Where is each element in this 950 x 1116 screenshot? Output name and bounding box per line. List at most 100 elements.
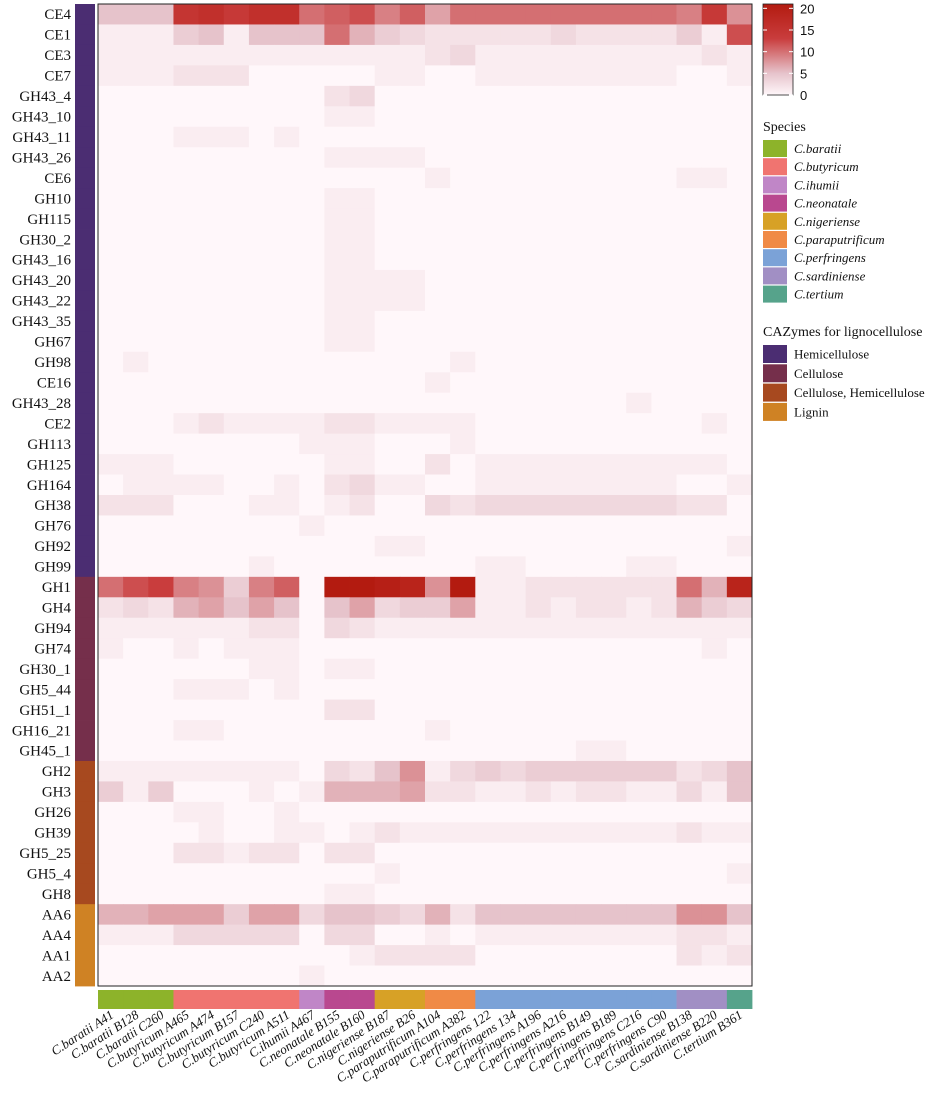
heatmap-cell	[575, 433, 602, 455]
heatmap-cell	[349, 842, 376, 864]
row-label: GH45_1	[19, 744, 71, 760]
heatmap-cell	[676, 720, 703, 741]
heatmap-cell	[198, 822, 225, 844]
heatmap-cell	[701, 556, 728, 578]
heatmap-cell	[550, 65, 577, 87]
heatmap-cell	[299, 720, 325, 741]
heatmap-cell	[299, 597, 325, 619]
row-label: CE7	[44, 69, 71, 85]
heatmap-cell	[475, 842, 501, 864]
row-group-segment	[75, 801, 95, 823]
heatmap-cell	[450, 65, 476, 87]
heatmap-cell	[98, 44, 124, 66]
heatmap-cell	[173, 781, 200, 803]
heatmap-cell	[425, 556, 451, 578]
heatmap-cell	[475, 658, 501, 680]
heatmap-cell	[399, 904, 426, 926]
heatmap-cell	[726, 4, 753, 25]
cazyme-legend: CAZymes for lignocellulose Hemicellulose C…	[763, 325, 925, 421]
heatmap-cell	[349, 617, 376, 639]
heatmap-cell	[324, 188, 350, 209]
heatmap-cell	[123, 85, 149, 107]
heatmap-cell	[701, 474, 728, 496]
row-label: GH30_2	[19, 232, 71, 248]
heatmap-cell	[173, 474, 200, 496]
heatmap-cell	[399, 85, 426, 107]
heatmap-cell	[425, 65, 451, 87]
heatmap-cell	[324, 658, 350, 680]
heatmap-cell	[98, 495, 124, 516]
row-group-segment	[75, 392, 95, 414]
heatmap-cell	[274, 924, 300, 946]
heatmap-cell	[601, 147, 627, 169]
heatmap-cell	[98, 945, 124, 966]
heatmap-cell	[274, 392, 300, 414]
heatmap-cell	[374, 720, 401, 741]
heatmap-cell	[248, 801, 275, 823]
heatmap-cell	[248, 351, 275, 373]
heatmap-cell	[550, 495, 577, 516]
heatmap-cell	[274, 617, 300, 639]
heatmap-cell	[98, 801, 124, 823]
heatmap-cell	[425, 863, 451, 885]
heatmap-cell	[575, 269, 602, 291]
row-group-segment	[75, 433, 95, 455]
heatmap-cell	[726, 351, 753, 373]
heatmap-cell	[550, 945, 577, 966]
heatmap-cell	[500, 720, 527, 741]
heatmap-cell	[550, 290, 577, 312]
heatmap-cell	[98, 474, 124, 496]
heatmap-cell	[123, 699, 149, 721]
heatmap-cell	[374, 883, 401, 905]
heatmap-cell	[525, 24, 552, 46]
heatmap-cell	[148, 392, 174, 414]
row-label: GH43_20	[12, 273, 71, 289]
heatmap-cell	[450, 188, 476, 209]
heatmap-cell	[123, 658, 149, 680]
heatmap-cell	[701, 126, 728, 148]
heatmap-cell	[575, 188, 602, 209]
heatmap-cell	[173, 842, 200, 864]
heatmap-cell	[651, 556, 677, 578]
heatmap-cell	[701, 965, 728, 987]
heatmap-cell	[123, 474, 149, 496]
heatmap-cell	[500, 576, 527, 598]
heatmap-cell	[374, 576, 401, 598]
row-group-segment	[75, 556, 95, 578]
heatmap-cell	[626, 331, 652, 353]
heatmap-cell	[575, 720, 602, 741]
heatmap-cell	[299, 269, 325, 291]
heatmap-cell	[601, 495, 627, 516]
heatmap-cell	[701, 617, 728, 639]
heatmap-cell	[701, 331, 728, 353]
heatmap-cell	[575, 372, 602, 394]
heatmap-cell	[98, 147, 124, 169]
heatmap-cell	[148, 208, 174, 230]
heatmap-cell	[726, 617, 753, 639]
heatmap-cell	[601, 290, 627, 312]
heatmap-cell	[475, 65, 501, 87]
heatmap-cell	[374, 863, 401, 885]
heatmap-cell	[726, 638, 753, 660]
heatmap-cell	[223, 65, 250, 87]
heatmap-cell	[425, 576, 451, 598]
heatmap-cell	[450, 515, 476, 537]
heatmap-cell	[450, 617, 476, 639]
heatmap-cell	[148, 720, 174, 741]
heatmap-cell	[274, 474, 300, 496]
heatmap-cell	[374, 167, 401, 189]
heatmap-cell	[123, 781, 149, 803]
heatmap-cell	[299, 740, 325, 762]
row-label: AA2	[42, 969, 71, 985]
heatmap-cell	[425, 249, 451, 271]
heatmap-cell	[475, 188, 501, 209]
heatmap-cell	[374, 392, 401, 414]
heatmap-cell	[98, 535, 124, 557]
heatmap-cell	[98, 904, 124, 926]
heatmap-cell	[500, 167, 527, 189]
heatmap-cell	[601, 249, 627, 271]
heatmap-cell	[248, 24, 275, 46]
heatmap-cell	[676, 658, 703, 680]
row-label: CE1	[44, 28, 71, 44]
